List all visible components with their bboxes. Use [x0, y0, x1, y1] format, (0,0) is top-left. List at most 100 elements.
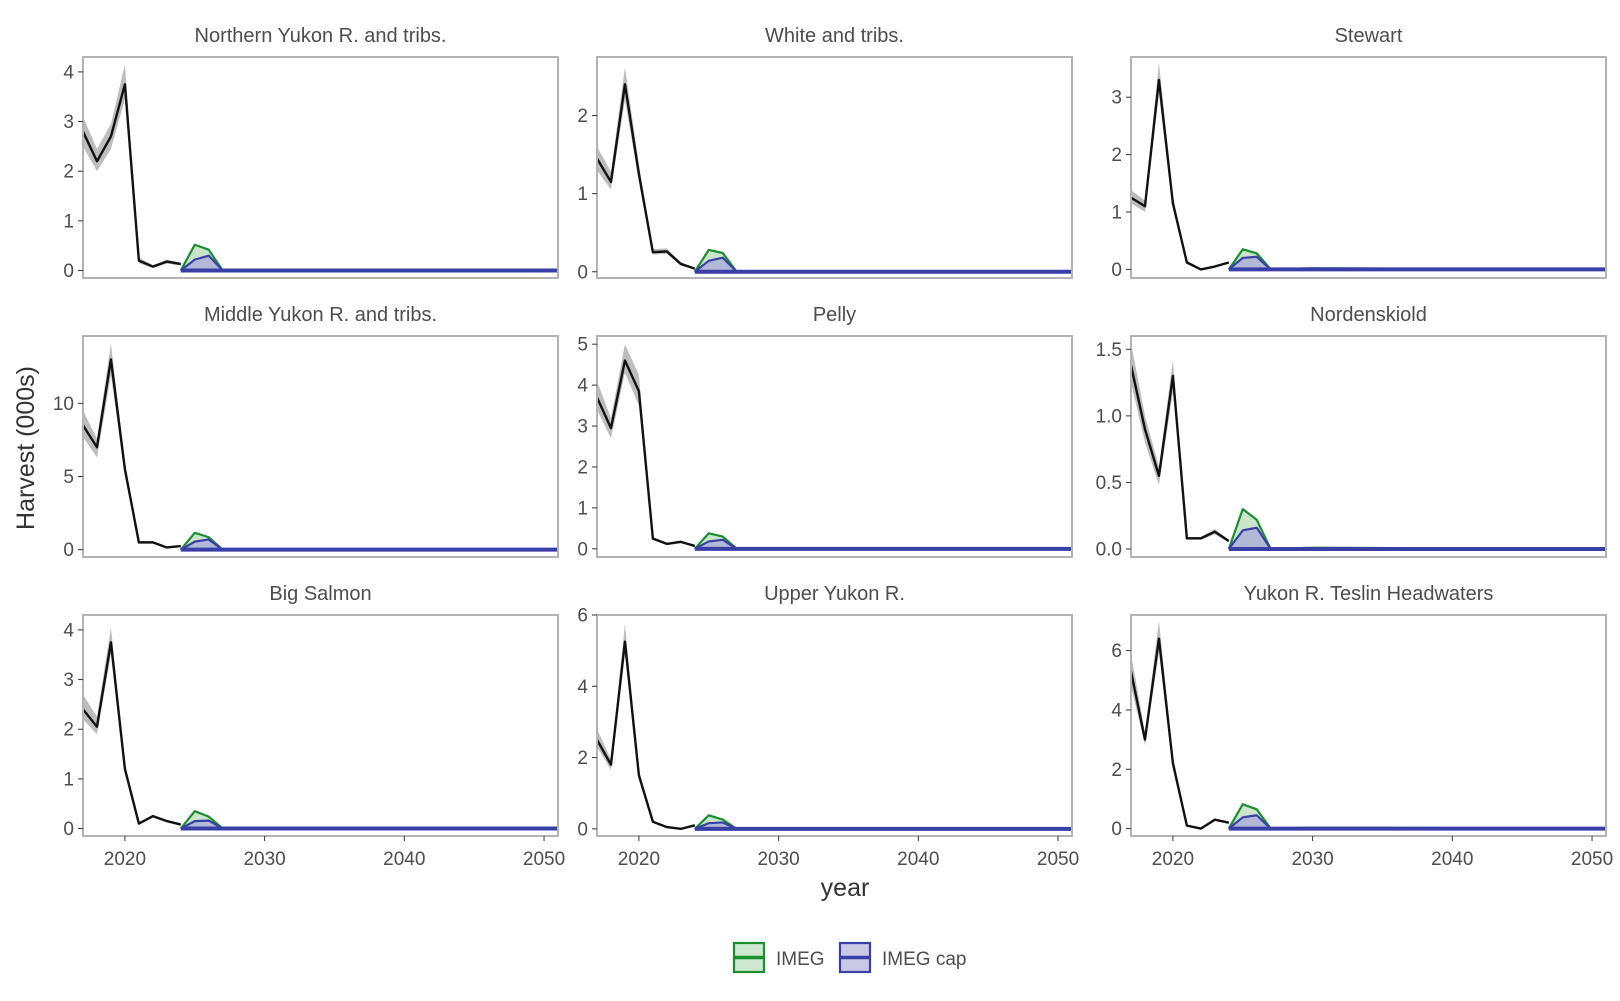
imeg-area: [180, 532, 558, 550]
observed-harvest-line: [597, 83, 696, 270]
x-tick-label: 2040: [1431, 849, 1473, 870]
imeg-area: [694, 815, 1072, 829]
y-tick-label: 1.0: [1096, 406, 1122, 427]
y-tick-label: 0: [577, 262, 588, 283]
y-tick-label: 4: [577, 677, 588, 698]
observed-uncertainty-band: [1131, 62, 1229, 270]
imeg-cap-line: [1228, 814, 1606, 830]
facet-panel: Big Salmon 0 1 2 3 4 2020 2030 2040 2050: [63, 583, 565, 870]
y-tick-label: 10: [53, 394, 74, 415]
legend-item: IMEG cap: [838, 941, 966, 974]
imeg-cap-area: [694, 257, 1072, 272]
y-tick-label: 6: [1111, 641, 1122, 662]
observed-harvest-line: [83, 641, 182, 826]
facet-title: Big Salmon: [269, 583, 371, 605]
y-tick-label: 4: [577, 376, 588, 397]
y-tick-label: 2: [577, 748, 588, 769]
observed-uncertainty-band: [597, 67, 695, 270]
y-tick-label: 0: [63, 261, 74, 282]
y-tick-label: 1.5: [1096, 340, 1122, 361]
imeg-cap-line: [180, 254, 558, 272]
x-tick-label: 2030: [1291, 849, 1333, 870]
facet-panel: Upper Yukon R. 0 2 4 6 2020 2030 2040 2050: [577, 583, 1079, 870]
observed-harvest-line: [1131, 78, 1230, 271]
facet-title: Stewart: [1335, 25, 1403, 47]
y-tick-label: 0.0: [1096, 540, 1122, 561]
plot-area: [597, 623, 1072, 831]
imeg-area: [1228, 249, 1606, 270]
facet-title: Pelly: [813, 304, 856, 326]
imeg-area: [1228, 804, 1606, 829]
imeg-line: [1227, 248, 1606, 271]
observed-harvest-line: [1131, 365, 1230, 543]
y-tick-label: 2: [577, 106, 588, 127]
imeg-line: [1227, 507, 1606, 551]
facet-title: Nordenskiold: [1310, 304, 1427, 326]
imeg-area: [1228, 509, 1606, 550]
x-tick-label: 2020: [618, 849, 660, 870]
imeg-cap-area: [1228, 815, 1606, 829]
imeg-area: [180, 244, 558, 271]
x-tick-label: 2050: [1571, 849, 1613, 870]
y-tick-label: 0: [577, 539, 588, 560]
y-tick-label: 1: [577, 184, 588, 205]
y-axis-title: Harvest (000s): [12, 366, 40, 530]
legend-label: IMEG cap: [882, 949, 966, 970]
x-tick-label: 2040: [897, 849, 939, 870]
observed-uncertainty-band: [1131, 342, 1229, 543]
y-tick-label: 0.5: [1096, 473, 1122, 494]
y-tick-label: 3: [577, 417, 588, 438]
y-tick-label: 3: [63, 112, 74, 133]
panel-border: [82, 614, 559, 837]
x-tick-label: 2050: [523, 849, 565, 870]
y-tick-label: 3: [1111, 88, 1122, 109]
facet-panel: Stewart 0 1 2 3: [1111, 25, 1607, 281]
y-tick-label: 6: [577, 606, 588, 627]
imeg-line: [693, 532, 1072, 550]
y-tick-label: 0: [1111, 260, 1122, 281]
facet-title: Yukon R. Teslin Headwaters: [1244, 583, 1494, 605]
imeg-area: [694, 249, 1072, 272]
plot-area: [1131, 620, 1606, 831]
facet-title: Northern Yukon R. and tribs.: [195, 25, 447, 47]
x-tick-label: 2040: [383, 849, 425, 870]
imeg-area: [694, 533, 1072, 549]
y-tick-label: 2: [577, 457, 588, 478]
facet-panels: Northern Yukon R. and tribs. 0 1 2 3 4 White a…: [53, 25, 1613, 870]
y-tick-label: 2: [1111, 760, 1122, 781]
panel-border: [596, 614, 1073, 837]
facet-panel: Northern Yukon R. and tribs. 0 1 2 3 4: [63, 25, 559, 282]
observed-uncertainty-band: [1131, 620, 1229, 829]
plot-area: [1131, 342, 1606, 552]
x-tick-label: 2030: [243, 849, 285, 870]
observed-uncertainty-band: [83, 343, 181, 548]
y-tick-label: 2: [63, 720, 74, 741]
imeg-cap-area: [1228, 527, 1606, 550]
plot-area: [597, 344, 1072, 551]
panel-border: [596, 56, 1073, 279]
imeg-cap-line: [694, 256, 1072, 273]
x-tick-label: 2020: [104, 849, 146, 870]
observed-harvest-line: [597, 640, 696, 831]
imeg-cap-line: [1227, 526, 1606, 551]
observed-harvest-line: [597, 359, 696, 548]
facet-title: Upper Yukon R.: [764, 583, 905, 605]
facet-panel: Yukon R. Teslin Headwaters 0 2 4 6 2020 2030 20…: [1111, 583, 1613, 870]
imeg-line: [693, 248, 1072, 273]
imeg-line: [179, 243, 558, 272]
imeg-line: [179, 810, 558, 830]
facet-panel: White and tribs. 0 1 2: [577, 25, 1073, 283]
y-tick-label: 2: [1111, 145, 1122, 166]
observed-harvest-line: [83, 83, 182, 268]
panel-border: [1130, 56, 1607, 279]
y-tick-label: 1: [1111, 202, 1122, 223]
y-tick-label: 5: [63, 467, 74, 488]
x-tick-label: 2050: [1037, 849, 1079, 870]
x-tick-label: 2020: [1152, 849, 1194, 870]
y-tick-label: 1: [63, 211, 74, 232]
panel-border: [1130, 335, 1607, 558]
facet-panel: Pelly 0 1 2 3 4 5: [577, 304, 1073, 560]
y-tick-label: 4: [1111, 700, 1122, 721]
facet-panel: Middle Yukon R. and tribs. 0 5 10: [53, 304, 559, 561]
panel-border: [82, 335, 559, 558]
